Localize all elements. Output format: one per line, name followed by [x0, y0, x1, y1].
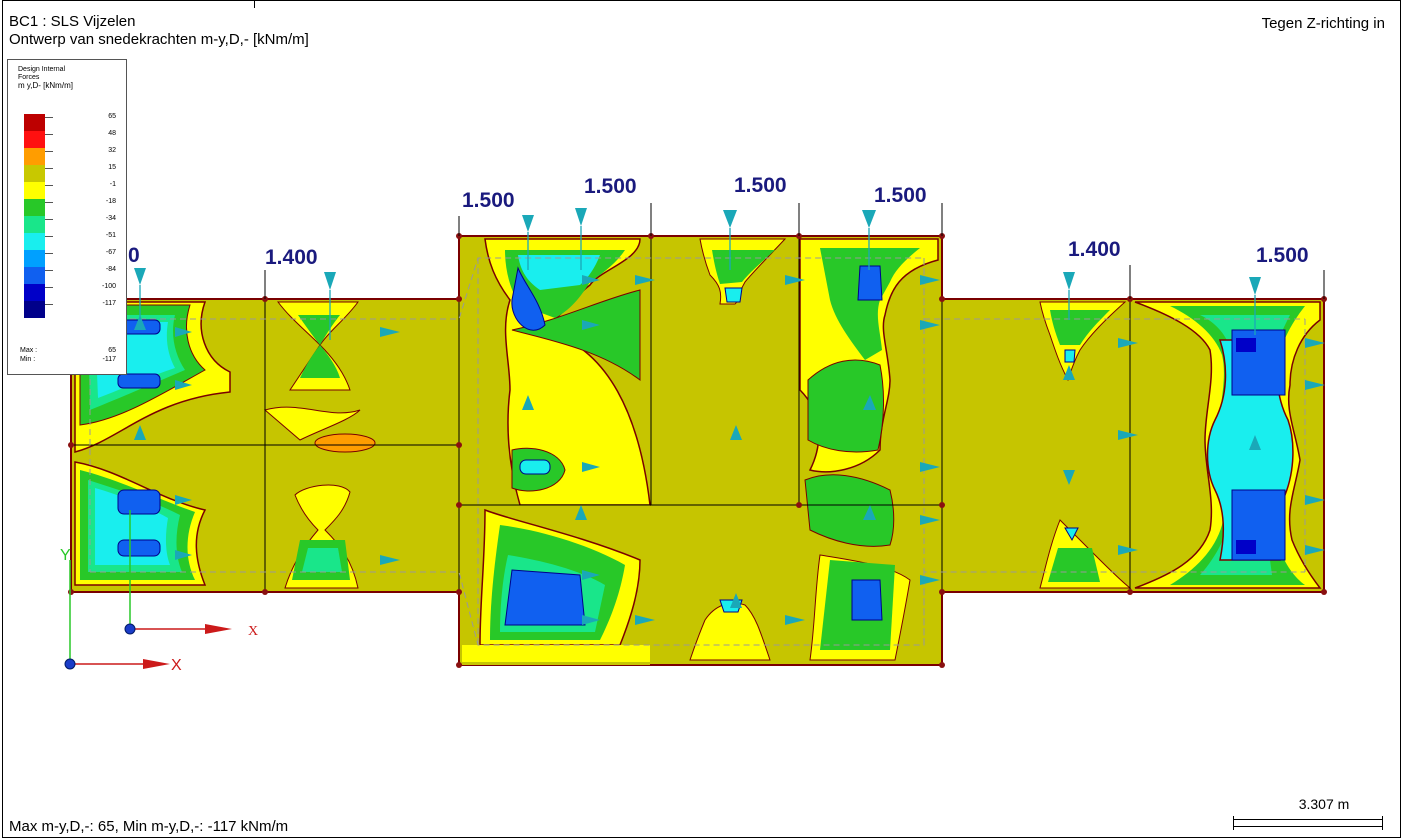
legend-swatch — [24, 267, 45, 284]
slab-outline — [70, 235, 1325, 666]
scale-label: 3.307 m — [1298, 796, 1350, 812]
legend-tick — [45, 117, 53, 118]
contour-right-wing — [1039, 301, 1322, 589]
contour-middle — [462, 238, 939, 665]
legend-value: 65 — [108, 113, 116, 120]
legend-subtitle: Forces — [18, 74, 40, 81]
legend-min-value: -117 — [102, 356, 117, 363]
dimension-ticks — [264, 203, 1325, 299]
color-legend[interactable]: Design Internal Forces m y,D- [kNm/m] 65… — [7, 59, 127, 375]
frame-tab — [254, 0, 255, 8]
legend-unit: m y,D- [kNm/m] — [18, 81, 73, 90]
legend-value: -34 — [105, 215, 116, 222]
dimension-label-7: 1.400 — [1068, 238, 1121, 261]
dimension-label-8: 1.500 — [1256, 244, 1309, 267]
support-stems — [139, 226, 1256, 340]
legend-value: -117 — [102, 300, 117, 307]
legend-swatch — [24, 182, 45, 199]
dimension-label-2: 1.400 — [265, 246, 318, 269]
global-x-label: X — [171, 657, 182, 674]
legend-tick — [45, 304, 53, 305]
legend-tick — [45, 236, 53, 237]
legend-value: 15 — [108, 164, 116, 171]
legend-swatch — [24, 284, 45, 301]
legend-tick — [45, 168, 53, 169]
result-summary: Max m-y,D,-: 65, Min m-y,D,-: -117 kNm/m — [9, 818, 289, 835]
legend-swatch — [24, 114, 45, 131]
support-arrows-vertical — [134, 208, 1261, 608]
global-y-label: Y — [60, 547, 71, 564]
legend-value: -100 — [101, 283, 116, 290]
legend-tick — [45, 219, 53, 220]
legend-tick — [45, 151, 53, 152]
dimension-label-3: 1.500 — [462, 189, 515, 212]
view-direction: Tegen Z-richting in — [1261, 15, 1385, 32]
legend-max-value: 65 — [108, 347, 116, 354]
legend-swatch — [24, 301, 45, 318]
legend-tick — [45, 134, 53, 135]
scale-bar — [1233, 816, 1383, 830]
result-title: Ontwerp van snedekrachten m-y,D,- [kNm/m… — [9, 31, 309, 48]
legend-swatch — [24, 131, 45, 148]
local-x-label: X — [248, 624, 258, 639]
legend-title: Design Internal — [18, 66, 66, 73]
dimension-label-4: 1.500 — [584, 175, 637, 198]
legend-tick — [45, 202, 53, 203]
dimension-label-1: 0 — [128, 244, 140, 267]
dimension-label-5: 1.500 — [734, 174, 787, 197]
legend-value: 48 — [108, 130, 116, 137]
legend-value: -84 — [105, 266, 116, 273]
local-axes — [124, 510, 232, 635]
legend-max-label: Max : — [20, 347, 38, 354]
legend-tick — [45, 185, 53, 186]
global-axes — [64, 560, 170, 670]
loadcase-title: BC1 : SLS Vijzelen — [9, 13, 136, 30]
legend-value: -1 — [109, 181, 116, 188]
legend-value: -67 — [105, 249, 116, 256]
legend-value: -51 — [105, 232, 116, 239]
support-arrows-horizontal — [175, 275, 1325, 625]
dimension-label-6: 1.500 — [874, 184, 927, 207]
legend-tick — [45, 287, 53, 288]
legend-swatch — [24, 199, 45, 216]
legend-swatch — [24, 250, 45, 267]
legend-value: -18 — [105, 198, 116, 205]
legend-swatch — [24, 233, 45, 250]
legend-tick — [45, 270, 53, 271]
legend-value: 32 — [108, 147, 116, 154]
legend-tick — [45, 253, 53, 254]
contour-left-wing — [74, 301, 376, 589]
legend-swatch — [24, 165, 45, 182]
legend-swatch — [24, 216, 45, 233]
legend-swatch — [24, 148, 45, 165]
legend-min-label: Min : — [20, 356, 36, 363]
